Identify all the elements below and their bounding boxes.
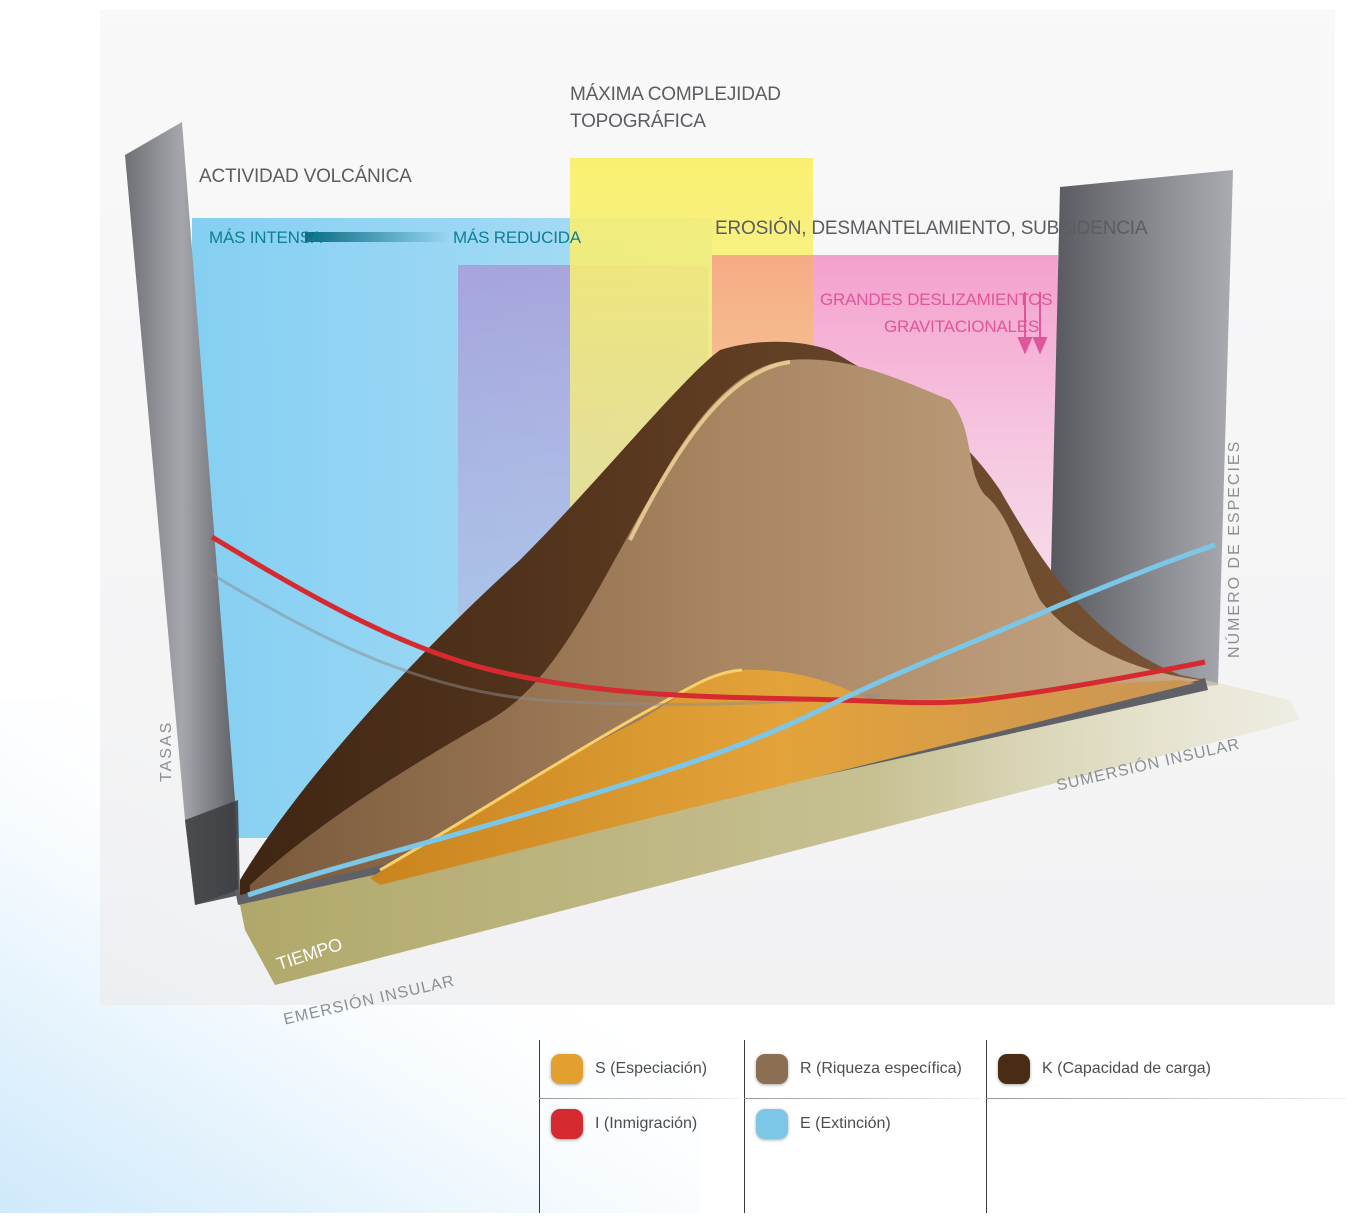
legend-swatch-carrying-capacity <box>998 1054 1030 1084</box>
legend-item-richness: R (Riqueza específica) <box>756 1054 962 1084</box>
landslides-label-2: GRAVITACIONALES <box>884 317 1040 336</box>
legend-label-speciation: S (Especiación) <box>595 1060 708 1077</box>
intensity-gradient-bar <box>305 232 450 242</box>
more-intense-label: MÁS INTENSA <box>209 228 323 247</box>
landslides-label-1: GRANDES DESLIZAMIENTOS <box>820 290 1053 309</box>
legend-swatch-speciation <box>551 1054 583 1084</box>
legend-label-immigration: I (Inmigración) <box>595 1115 698 1132</box>
legend-item-speciation: S (Especiación) <box>551 1054 707 1084</box>
landslide-arrows-icon <box>1017 292 1048 355</box>
legend-label-carrying-capacity: K (Capacidad de carga) <box>1042 1060 1211 1077</box>
legend-swatch-immigration <box>551 1109 583 1139</box>
species-number-axis-label: NÚMERO DE ESPECIES <box>1226 439 1243 658</box>
right-wall <box>1048 170 1233 700</box>
legend-swatch-richness <box>756 1054 788 1084</box>
legend: S (Especiación) R (Riqueza específica) K… <box>539 1040 1354 1213</box>
legend-item-immigration: I (Inmigración) <box>551 1109 697 1139</box>
max-complexity-label-2: TOPOGRÁFICA <box>570 111 706 132</box>
left-wall <box>125 122 238 905</box>
legend-swatch-extinction <box>756 1109 788 1139</box>
legend-item-extinction: E (Extinción) <box>756 1109 891 1139</box>
i-immigration-curve <box>210 534 1206 706</box>
time-floor <box>238 680 1300 985</box>
legend-item-carrying-capacity: K (Capacidad de carga) <box>998 1054 1211 1084</box>
max-complexity-label-1: MÁXIMA COMPLEJIDAD <box>570 84 781 105</box>
legend-label-extinction: E (Extinción) <box>800 1115 891 1132</box>
r-species-richness <box>250 359 1200 895</box>
rates-axis-label: TASAS <box>158 720 175 782</box>
erosion-label: EROSIÓN, DESMANTELAMIENTO, SUBSIDENCIA <box>715 218 1148 239</box>
legend-label-richness: R (Riqueza específica) <box>800 1060 962 1077</box>
e-extinction-curve <box>247 542 1216 898</box>
volcanic-activity-label: ACTIVIDAD VOLCÁNICA <box>199 166 412 187</box>
s-speciation <box>370 669 1195 885</box>
more-reduced-label: MÁS REDUCIDA <box>453 228 581 247</box>
